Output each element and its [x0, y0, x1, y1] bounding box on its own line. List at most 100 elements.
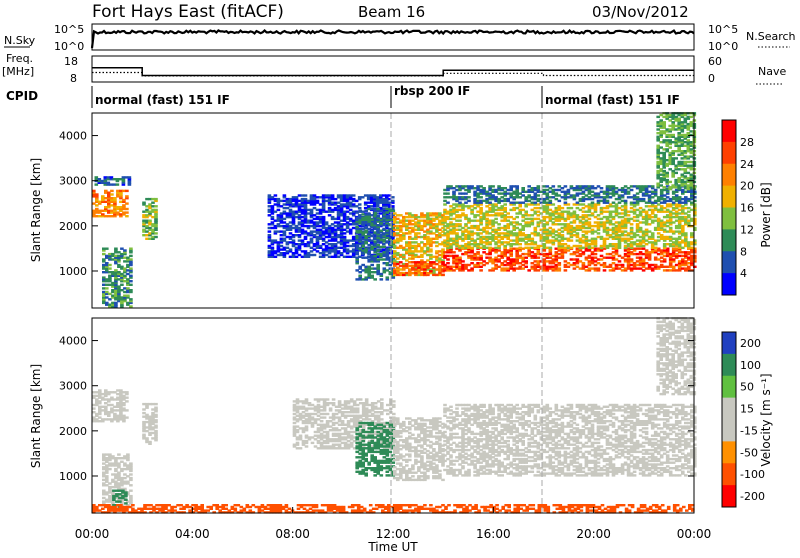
heatmap-cell: [479, 207, 483, 209]
heatmap-cell: [107, 404, 111, 406]
heatmap-cell: [105, 248, 109, 250]
heatmap-cell: [458, 257, 462, 259]
heatmap-cell: [346, 248, 350, 250]
heatmap-cell: [316, 236, 320, 238]
heatmap-cell: [594, 253, 598, 255]
heatmap-cell: [117, 453, 121, 455]
heatmap-cell: [129, 473, 133, 475]
heatmap-cell: [376, 253, 380, 255]
heatmap-cell: [125, 195, 129, 197]
heatmap-cell: [677, 161, 681, 163]
heatmap-cell: [648, 191, 652, 193]
colorbar-segment: [722, 164, 736, 186]
heatmap-cell: [367, 251, 371, 253]
heatmap-cell: [408, 265, 412, 267]
heatmap-cell: [408, 270, 412, 272]
heatmap-cell: [677, 184, 681, 186]
heatmap-cell: [358, 207, 362, 209]
heatmap-cell: [677, 154, 681, 156]
heatmap-cell: [441, 248, 445, 250]
heatmap-cell: [292, 239, 296, 241]
heatmap-cell: [346, 239, 350, 241]
heatmap-cell: [467, 264, 471, 266]
heatmap-cell: [668, 146, 672, 148]
heatmap-cell: [429, 270, 433, 272]
heatmap-cell: [537, 194, 541, 196]
heatmap-cell: [408, 212, 412, 214]
heatmap-cell: [479, 269, 483, 271]
heatmap-cell: [107, 391, 111, 393]
heatmap-cell: [497, 185, 501, 187]
heatmap-cell: [129, 275, 133, 277]
heatmap-cell: [630, 189, 634, 191]
heatmap-cell: [618, 234, 622, 236]
heatmap-cell: [286, 241, 290, 243]
heatmap-cell: [678, 260, 682, 262]
heatmap-cell: [120, 284, 124, 286]
heatmap-cell: [552, 185, 556, 187]
heatmap-cell: [527, 200, 531, 202]
heatmap-cell: [497, 258, 501, 260]
heatmap-cell: [534, 241, 538, 243]
heatmap-cell: [537, 185, 541, 187]
heatmap-cell: [467, 185, 471, 187]
heatmap-cell: [125, 211, 129, 213]
heatmap-cell: [125, 391, 129, 393]
heatmap-cell: [558, 205, 562, 207]
heatmap-cell: [467, 218, 471, 220]
heatmap-cell: [588, 185, 592, 187]
heatmap-cell: [452, 251, 456, 253]
heatmap-cell: [668, 181, 672, 183]
heatmap-cell: [651, 232, 655, 234]
heatmap-cell: [678, 236, 682, 238]
heatmap-cell: [671, 134, 675, 136]
heatmap-cell: [105, 302, 109, 304]
heatmap-cell: [376, 264, 380, 266]
heatmap-cell: [497, 198, 501, 200]
heatmap-cell: [438, 220, 442, 222]
cpid-segment-3: normal (fast) 151 IF: [545, 93, 680, 107]
heatmap-cell: [107, 411, 111, 413]
heatmap-cell: [322, 216, 326, 218]
heatmap-cell: [304, 194, 308, 196]
heatmap-cell: [129, 289, 133, 291]
heatmap-cell: [648, 223, 652, 225]
heatmap-cell: [316, 221, 320, 223]
freq-line: [92, 68, 694, 76]
heatmap-cell: [286, 223, 290, 225]
heatmap-cell: [678, 216, 682, 218]
heatmap-cell: [458, 220, 462, 222]
beam-label: Beam 16: [358, 3, 425, 21]
nsearch-tick-top: 10^5: [708, 23, 738, 36]
heatmap-cell: [408, 236, 412, 238]
heatmap-cell: [597, 232, 601, 234]
heatmap-cell: [346, 194, 350, 196]
heatmap-cell: [316, 229, 320, 231]
heatmap-cell: [331, 194, 335, 196]
heatmap-cell: [549, 200, 553, 202]
heatmap-cell: [497, 223, 501, 225]
heatmap-cell: [570, 207, 574, 209]
heatmap-cell: [618, 194, 622, 196]
heatmap-cell: [125, 416, 129, 418]
heatmap-cell: [352, 194, 356, 196]
heatmap-cell: [154, 236, 158, 238]
heatmap-cell: [524, 260, 528, 262]
heatmap-cell: [527, 234, 531, 236]
heatmap-cell: [558, 212, 562, 214]
heatmap-cell: [639, 227, 643, 229]
heatmap-cell: [467, 255, 471, 257]
heatmap-cell: [438, 265, 442, 267]
heatmap-cell: [105, 464, 109, 466]
heatmap-cell: [116, 183, 120, 185]
heatmap-cell: [408, 220, 412, 222]
nave-label: Nave: [758, 65, 786, 78]
heatmap-cell: [476, 251, 480, 253]
heatmap-cell: [648, 251, 652, 253]
colorbar-segment: [722, 120, 736, 142]
heatmap-cell: [497, 255, 501, 257]
heatmap-cell: [316, 209, 320, 211]
